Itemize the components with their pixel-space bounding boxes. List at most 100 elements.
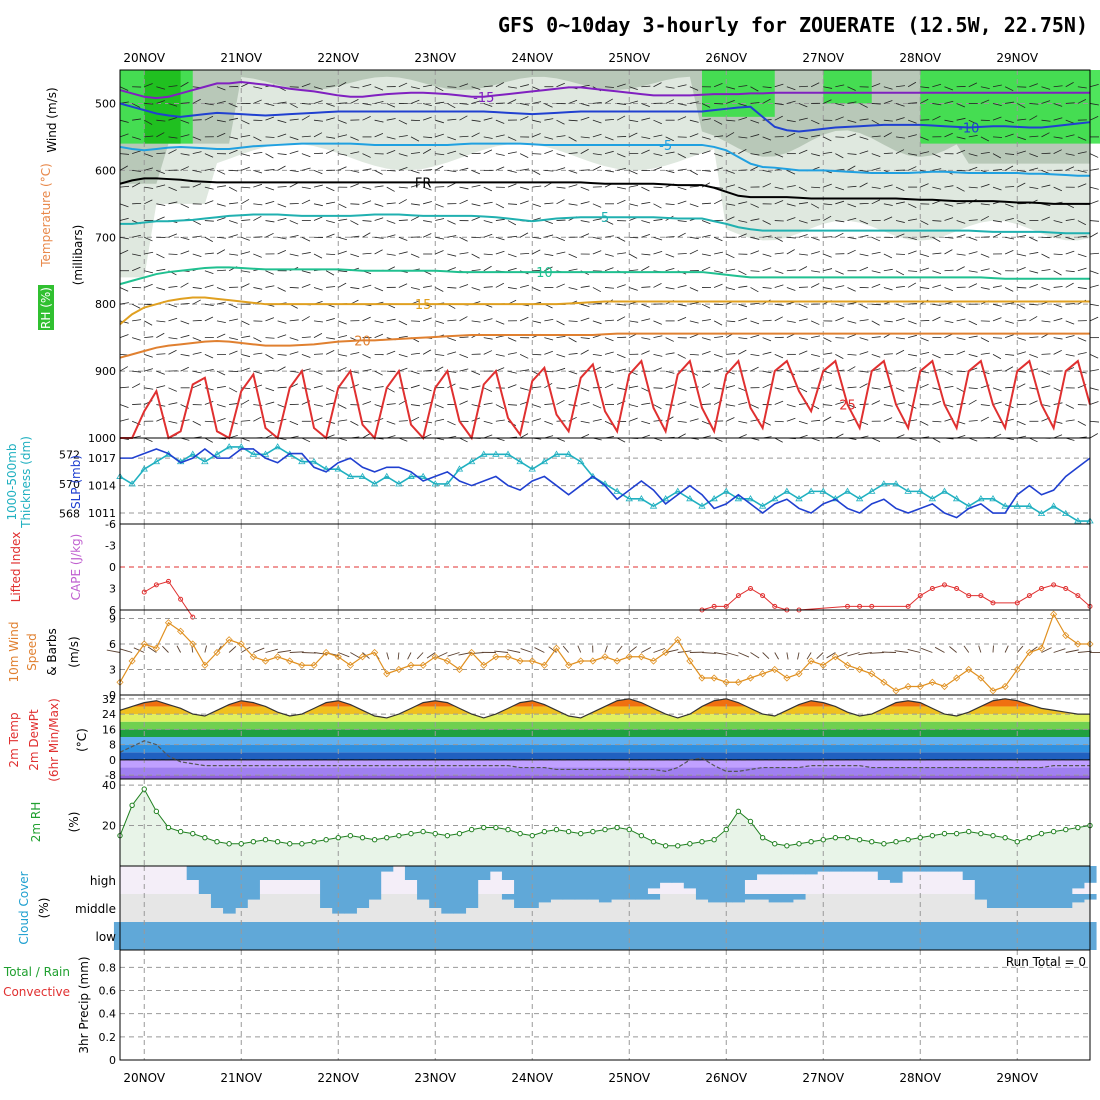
wind-barb [956,303,966,309]
wind-barb [241,399,250,405]
wind-barb [580,387,590,392]
wind-barb [362,354,371,359]
wind-barb [1053,286,1063,288]
wind-barb [641,85,651,88]
wind-barb [738,136,748,139]
wind-barb [544,150,553,155]
wind-barb [1077,287,1087,290]
wind-barb [556,199,565,205]
thickness-point [686,495,694,502]
cloud-cell [1023,866,1036,894]
wind-barb [592,250,602,255]
wind-barb [519,200,529,205]
wind-barb [568,184,578,188]
wind-barb [1089,420,1100,423]
wind-barb [980,151,990,155]
wind-barb [980,370,990,375]
wind-barb [398,353,408,358]
wind-barb [447,235,457,238]
wind-barb [968,153,978,157]
wind-barb [374,170,383,175]
y-axis-label: Wind (m/s) [45,87,59,152]
wind-barb [836,652,848,658]
wind-barb [362,232,371,238]
wind-barb [216,301,226,305]
wind-speed-point [783,674,791,682]
cloud-cell [1059,866,1073,894]
wind-barb [653,166,662,171]
wind-barb [338,282,347,288]
wind-barb [726,216,735,221]
wind-barb [798,136,808,140]
y-axis-label: 2m DewPt [27,709,41,771]
rh-point [905,836,911,843]
wind-barb [811,353,820,357]
chart-title: GFS 0~10day 3-hourly for ZOUERATE (12.5W… [498,13,1088,37]
wind-barb [786,404,796,408]
wind-barb [1077,183,1087,188]
wind-barb [689,170,698,176]
wind-barb [956,387,965,393]
rh-point [299,841,305,847]
wind-barb [617,167,626,171]
wind-speed-point [334,653,342,661]
li-point [857,603,863,609]
wind-barb [798,220,808,224]
wind-barb [811,335,821,339]
wind-barb [168,387,177,392]
wind-barb [301,135,311,138]
wind-barb [435,203,444,208]
wind-barb [677,387,687,391]
wind-barb [568,404,578,407]
wind-barb [641,266,650,272]
wind-barb [326,318,335,322]
wind-barb [1029,437,1038,443]
wind-barb [810,82,820,88]
wind-barb [556,335,566,339]
wind-barb [301,437,311,443]
cloud-cell [259,922,273,950]
wind-barb [920,383,929,389]
cloud-cell [441,922,454,950]
thickness-point [1037,509,1046,517]
wind-barb [1029,368,1039,372]
y-tick-right: 1017 [88,452,116,465]
wind-barb [410,416,420,422]
wind-barb [978,645,982,653]
wind-barb [556,236,565,242]
li-point [1014,600,1020,606]
wind-barb [762,370,772,374]
wind-barb [871,336,881,339]
wind-barb [447,420,456,426]
wind-barb [241,283,250,288]
wind-barb [277,153,287,155]
wind-barb [871,167,881,171]
wind-speed-point [916,682,924,691]
wind-barb [422,186,432,191]
wind-barb [592,203,602,208]
thickness-point [564,450,573,457]
wind-barb [580,220,590,223]
cloud-cell [210,894,224,908]
wind-barb [1017,182,1026,188]
date-label-bottom: 29NOV [996,1071,1038,1085]
isotherm-line [119,266,1090,286]
thickness-point [734,495,743,502]
wind-barb [507,352,517,355]
wind-barb [616,437,626,443]
wind-barb [362,116,371,121]
wind-barb [580,201,590,205]
wind-barb [847,652,860,657]
y-axis-label: 2m RH [29,802,43,843]
wind-barb [350,136,359,141]
wind-barb [180,320,190,325]
wind-barb [920,287,930,289]
wind-barb [653,134,663,138]
wind-barb [204,115,214,121]
y-tick-label: 16 [102,723,116,736]
wind-barb [992,84,1002,88]
wind-barb [1089,433,1098,439]
wind-barb [144,270,154,274]
wind-barb [204,353,214,359]
wind-barb [604,267,614,272]
